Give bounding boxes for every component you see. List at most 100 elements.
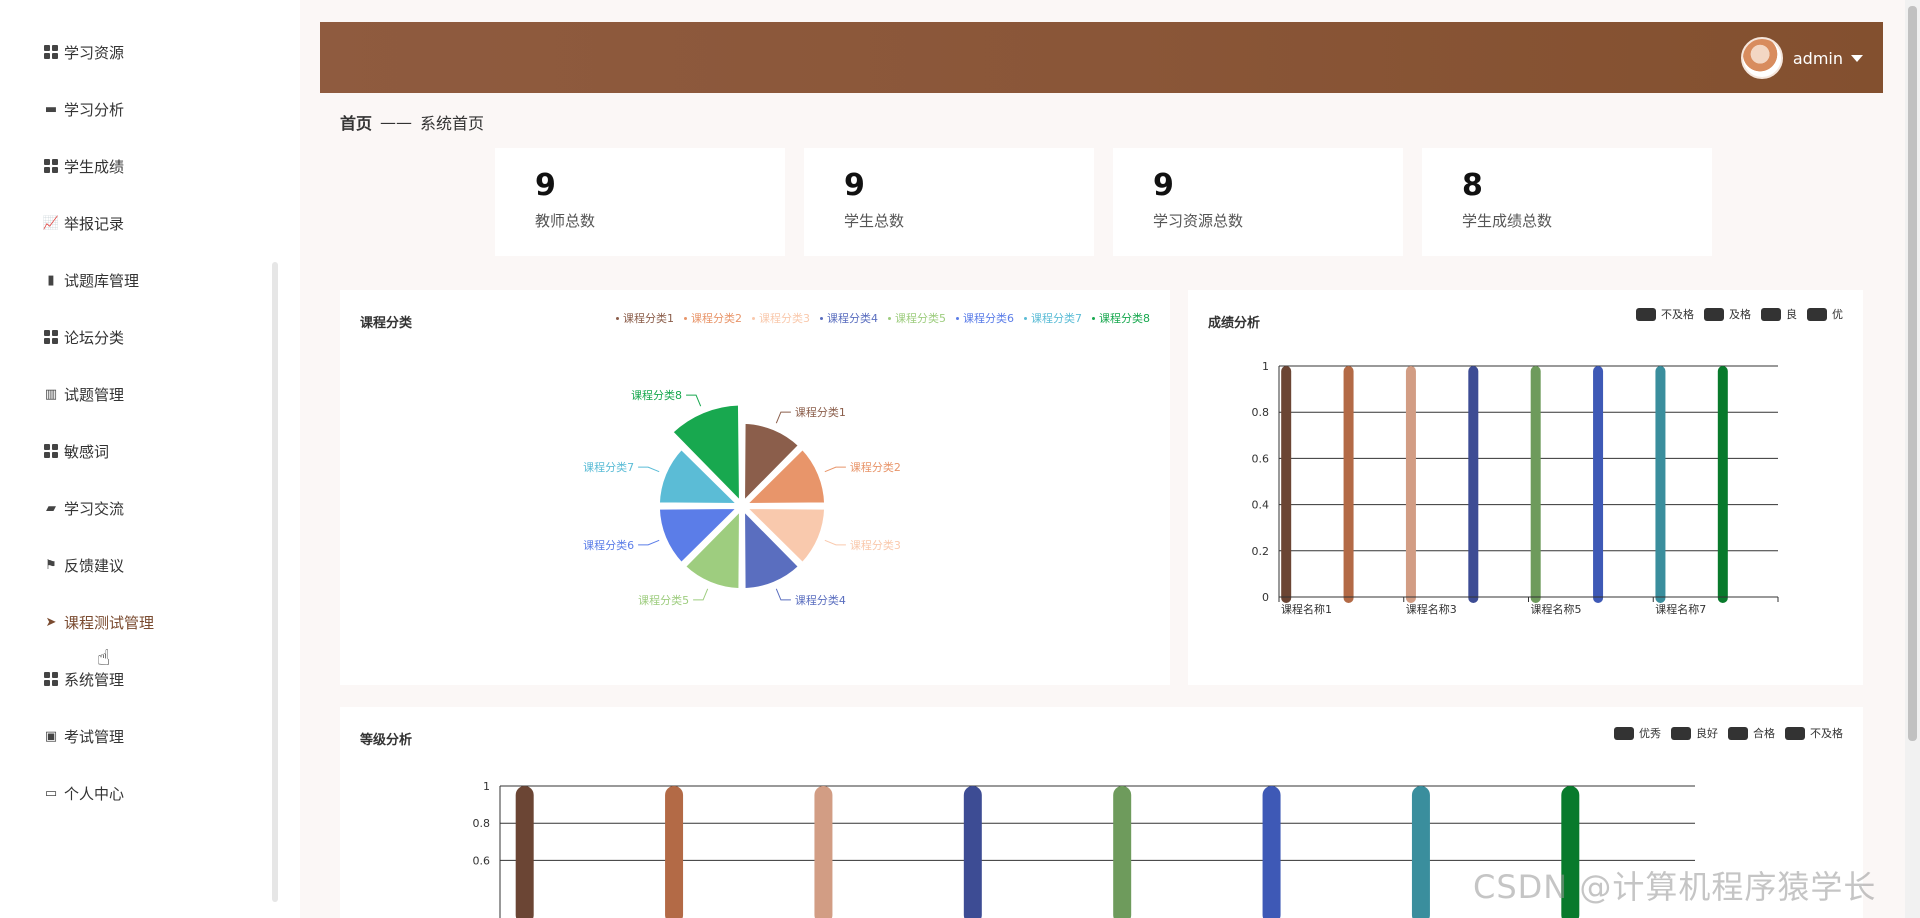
legend-item[interactable]: 课程分类2 <box>684 310 742 326</box>
legend-item[interactable]: 课程分类1 <box>616 310 674 326</box>
pie-slice <box>682 508 742 592</box>
sidebar-item[interactable]: ▬ 学习分析 <box>44 97 124 121</box>
scrollbar-thumb[interactable] <box>1908 6 1917 741</box>
pie-slice <box>656 506 740 566</box>
stat-value: 9 <box>844 168 865 203</box>
y-tick-label: 0.6 <box>1252 452 1270 465</box>
pie-label: 课程分类8 <box>631 388 682 402</box>
breadcrumb-home[interactable]: 首页 <box>340 114 373 133</box>
user-menu[interactable]: admin <box>1740 37 1863 79</box>
watermark: CSDN @计算机程序猿学长 <box>1473 868 1877 906</box>
legend-marker <box>956 316 959 320</box>
sidebar-item[interactable]: ▭ 个人中心 <box>44 781 124 805</box>
sidebar-item[interactable]: ▥ 试题管理 <box>44 382 124 406</box>
grid-icon <box>44 159 58 173</box>
legend-item[interactable]: 课程分类7 <box>1024 310 1082 326</box>
hand-cursor-icon: ☝ <box>97 646 111 671</box>
page-scrollbar[interactable] <box>1905 0 1920 918</box>
sidebar-item[interactable]: 敏感词 <box>44 439 109 463</box>
breadcrumb-separator: —— <box>380 112 413 132</box>
legend-item[interactable]: 不及格 <box>1785 725 1843 741</box>
legend-label: 良 <box>1786 308 1797 321</box>
panel-title: 成绩分析 <box>1208 316 1261 331</box>
y-tick-label: 0.8 <box>1252 406 1270 419</box>
bar <box>1262 786 1281 918</box>
legend-marker <box>684 316 687 320</box>
level-analysis-panel: 等级分析 优秀 良好 合格 不及格 0.6 0.8 1 <box>340 707 1863 918</box>
grade-legend: 不及格 及格 良 优 <box>1626 306 1843 322</box>
grid-icon <box>44 672 58 686</box>
sidebar-item[interactable]: ➤ 课程测试管理 <box>44 610 154 634</box>
sidebar-item-label: 学习分析 <box>64 100 125 119</box>
pie-slice <box>742 508 802 592</box>
pie-legend: 课程分类1 课程分类2 课程分类3 课程分类4 课程分类5 课程分类6 课程分类7 课程分类8 <box>606 310 1150 326</box>
sidebar-item[interactable]: 系统管理 <box>44 667 124 691</box>
stat-card-resources: 9 学习资源总数 <box>1113 148 1403 256</box>
legend-label: 及格 <box>1729 308 1751 321</box>
legend-item[interactable]: 及格 <box>1704 306 1751 322</box>
sidebar-item[interactable]: ▣ 考试管理 <box>44 724 124 748</box>
course-pie-chart: 课程分类1 课程分类2 课程分类3 课程分类4 课程分类5 课程分类6 课程分类7 课程分类8 <box>583 388 901 607</box>
legend-marker <box>1671 726 1691 740</box>
stat-value: 8 <box>1462 168 1483 203</box>
legend-label: 课程分类7 <box>1031 312 1082 325</box>
sidebar-item-label: 课程测试管理 <box>64 613 155 632</box>
bar <box>1281 366 1292 603</box>
stat-value: 9 <box>1153 168 1174 203</box>
legend-marker <box>1636 307 1656 321</box>
pie-label-line <box>824 539 846 546</box>
sidebar-scrollbar[interactable] <box>272 262 278 902</box>
legend-label: 不及格 <box>1661 308 1694 321</box>
bar <box>515 786 534 918</box>
legend-item[interactable]: 良 <box>1761 306 1797 322</box>
avatar[interactable] <box>1740 37 1783 79</box>
legend-item[interactable]: 优秀 <box>1614 725 1661 741</box>
legend-item[interactable]: 不及格 <box>1636 306 1694 322</box>
stat-value: 9 <box>535 168 556 203</box>
username[interactable]: admin <box>1792 48 1843 68</box>
legend-label: 课程分类2 <box>691 312 742 325</box>
sidebar-item[interactable]: 学习资源 <box>44 40 124 64</box>
legend-item[interactable]: 合格 <box>1728 725 1775 741</box>
legend-marker <box>752 316 755 320</box>
legend-item[interactable]: 课程分类5 <box>888 310 946 326</box>
legend-item[interactable]: 良好 <box>1671 725 1718 741</box>
legend-item[interactable]: 课程分类3 <box>752 310 810 326</box>
sidebar-item[interactable]: 📈 举报记录 <box>43 211 124 235</box>
panel-title: 等级分析 <box>360 733 413 748</box>
stat-label: 教师总数 <box>535 212 596 230</box>
legend-item[interactable]: 课程分类4 <box>820 310 878 326</box>
pie-label: 课程分类6 <box>583 538 634 552</box>
sidebar-item[interactable]: ⚑ 反馈建议 <box>44 553 124 577</box>
pie-label-line <box>686 394 702 407</box>
chevron-down-icon[interactable] <box>1851 54 1863 62</box>
legend-item[interactable]: 课程分类6 <box>956 310 1014 326</box>
legend-item[interactable]: 课程分类8 <box>1092 310 1150 326</box>
sidebar-item[interactable]: ▰ 学习交流 <box>44 496 124 520</box>
bar <box>1655 366 1666 603</box>
breadcrumb-current: 系统首页 <box>420 114 485 133</box>
sidebar-item-label: 论坛分类 <box>64 328 125 347</box>
sidebar: 学习资源 ▬ 学习分析学生成绩 📈 举报记录 ▮ 试题库管理论坛分类 ▥ 试题管理敏感词 ▰ 学习交… <box>0 0 300 918</box>
legend-label: 课程分类5 <box>895 312 946 325</box>
legend-label: 课程分类4 <box>827 312 878 325</box>
bar <box>1343 366 1354 603</box>
sidebar-item[interactable]: 论坛分类 <box>44 325 124 349</box>
pie-slice <box>670 402 742 504</box>
sidebar-item-label: 试题库管理 <box>64 271 140 290</box>
book-icon: ▮ <box>47 272 55 288</box>
sidebar-item-label: 考试管理 <box>64 727 125 746</box>
bar <box>1405 366 1416 603</box>
legend-marker <box>1614 726 1634 740</box>
pie-label-line <box>775 588 791 601</box>
sidebar-item-label: 反馈建议 <box>64 556 125 575</box>
y-tick-label: 0.2 <box>1252 545 1270 558</box>
sidebar-item[interactable]: ▮ 试题库管理 <box>44 268 139 292</box>
legend-label: 课程分类1 <box>623 312 674 325</box>
legend-item[interactable]: 优 <box>1807 306 1843 322</box>
window-icon: ▭ <box>44 785 58 801</box>
pie-label: 课程分类5 <box>638 593 689 607</box>
sidebar-item[interactable]: 学生成绩 <box>44 154 124 178</box>
course-category-panel: 课程分类 课程分类1 课程分类2 课程分类3 课程分类4 课程分类5 课程分类6 课程分类7… <box>340 290 1170 685</box>
pie-label: 课程分类7 <box>583 460 634 474</box>
